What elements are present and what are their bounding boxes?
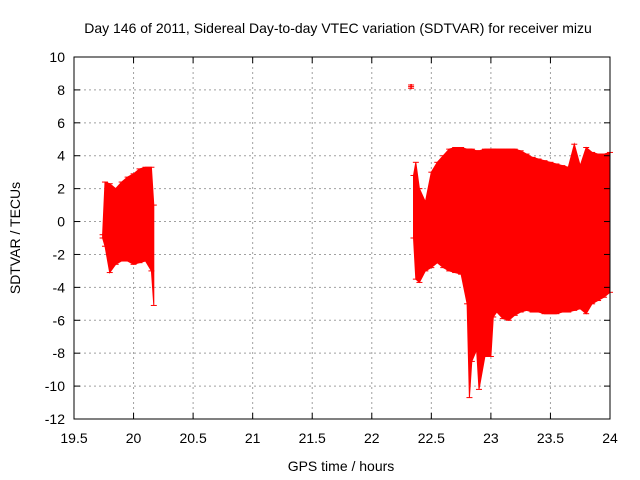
y-tick-label: 0 [57, 214, 65, 230]
x-tick-label: 23 [483, 430, 499, 446]
x-tick-label: 22.5 [418, 430, 445, 446]
y-tick-label: 6 [57, 115, 65, 131]
plot-frame [73, 56, 611, 420]
x-tick-label: 24 [602, 430, 618, 446]
tick-layer: 19.5 20 20.5 21 21.5 22 22.5 23 23.5 24-12-10-8-6… [45, 49, 618, 446]
y-tick-label: -4 [53, 279, 66, 295]
y-tick-label: -6 [53, 312, 66, 328]
data-layer [99, 83, 613, 399]
y-tick-label: -12 [45, 411, 65, 427]
x-tick-label: 20.5 [179, 430, 206, 446]
y-tick-label: 10 [49, 49, 65, 65]
y-axis-label: SDTVAR / TECUs [7, 182, 23, 294]
x-tick-label: 23.5 [537, 430, 564, 446]
y-tick-label: -8 [53, 345, 66, 361]
series-band-segment-2 [413, 142, 611, 398]
x-tick-label: 19.5 [60, 430, 87, 446]
y-tick-label: 8 [57, 82, 65, 98]
x-tick-label: 21.5 [299, 430, 326, 446]
y-tick-label: 2 [57, 181, 65, 197]
y-tick-label: 4 [57, 148, 65, 164]
y-tick-label: -10 [45, 378, 65, 394]
series-band-segment-1 [102, 166, 155, 306]
x-tick-label: 22 [364, 430, 380, 446]
y-tick-label: -2 [53, 246, 66, 262]
x-axis-label: GPS time / hours [288, 458, 395, 474]
x-tick-label: 21 [245, 430, 261, 446]
x-tick-label: 20 [126, 430, 142, 446]
chart-title: Day 146 of 2011, Sidereal Day-to-day VTE… [84, 20, 592, 36]
